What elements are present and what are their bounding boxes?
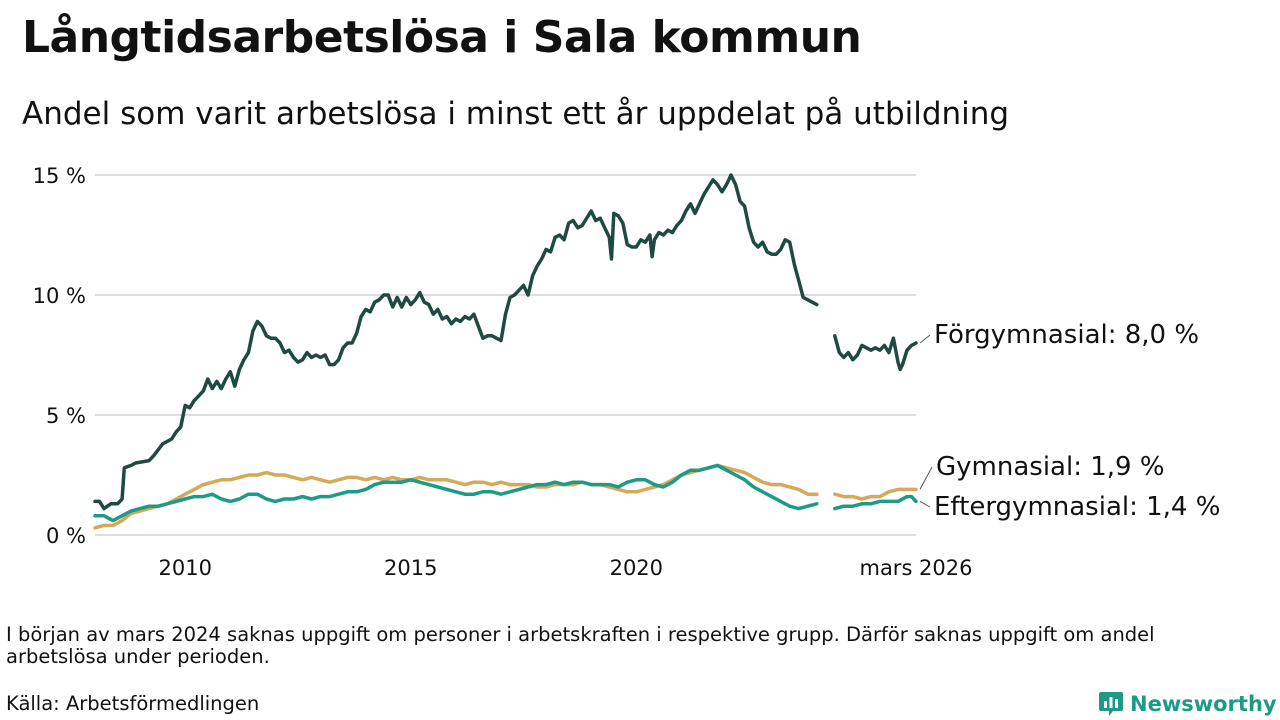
bar-chart-speech-icon <box>1099 692 1123 716</box>
y-tick-label: 15 % <box>33 164 86 188</box>
brand-name: Newsworthy <box>1130 692 1277 716</box>
footnote: I början av mars 2024 saknas uppgift om … <box>6 623 1155 668</box>
y-tick-label: 5 % <box>46 404 86 428</box>
grid-lines <box>95 174 916 536</box>
y-tick-label: 10 % <box>33 284 86 308</box>
x-tick-label: 2015 <box>384 556 437 580</box>
chart-subtitle: Andel som varit arbetslösa i minst ett å… <box>22 96 1010 132</box>
series-end-labels: Förgymnasial: 8,0 % Gymnasial: 1,9 % Efter… <box>919 320 1220 522</box>
end-label-gymnasial: Gymnasial: 1,9 % <box>936 452 1165 482</box>
y-axis-ticks: 0 % 5 % 10 % 15 % <box>33 164 86 548</box>
series-lines <box>93 173 918 530</box>
line-chart: 0 % 5 % 10 % 15 % 2010 2015 2020 mars 2026 För… <box>33 164 1221 580</box>
x-tick-label: 2020 <box>610 556 663 580</box>
chart-title: Långtidsarbetslösa i Sala kommun <box>22 12 862 63</box>
x-tick-label: mars 2026 <box>859 556 972 580</box>
x-tick-label: 2010 <box>158 556 211 580</box>
end-label-eftergymnasial: Eftergymnasial: 1,4 % <box>934 492 1220 522</box>
brand-logo[interactable]: Newsworthy <box>1098 688 1277 720</box>
series-line-eftergymnasial <box>93 463 918 523</box>
series-line-forgymnasial <box>93 173 918 511</box>
y-tick-label: 0 % <box>46 524 86 548</box>
source-note: Källa: Arbetsförmedlingen <box>6 692 260 715</box>
leader-line-forgymnasial <box>919 334 931 344</box>
leader-line-gymnasial <box>919 466 933 490</box>
end-label-forgymnasial: Förgymnasial: 8,0 % <box>934 320 1199 350</box>
leader-line-eftergymnasial <box>919 500 931 508</box>
x-axis-ticks: 2010 2015 2020 mars 2026 <box>158 556 972 580</box>
